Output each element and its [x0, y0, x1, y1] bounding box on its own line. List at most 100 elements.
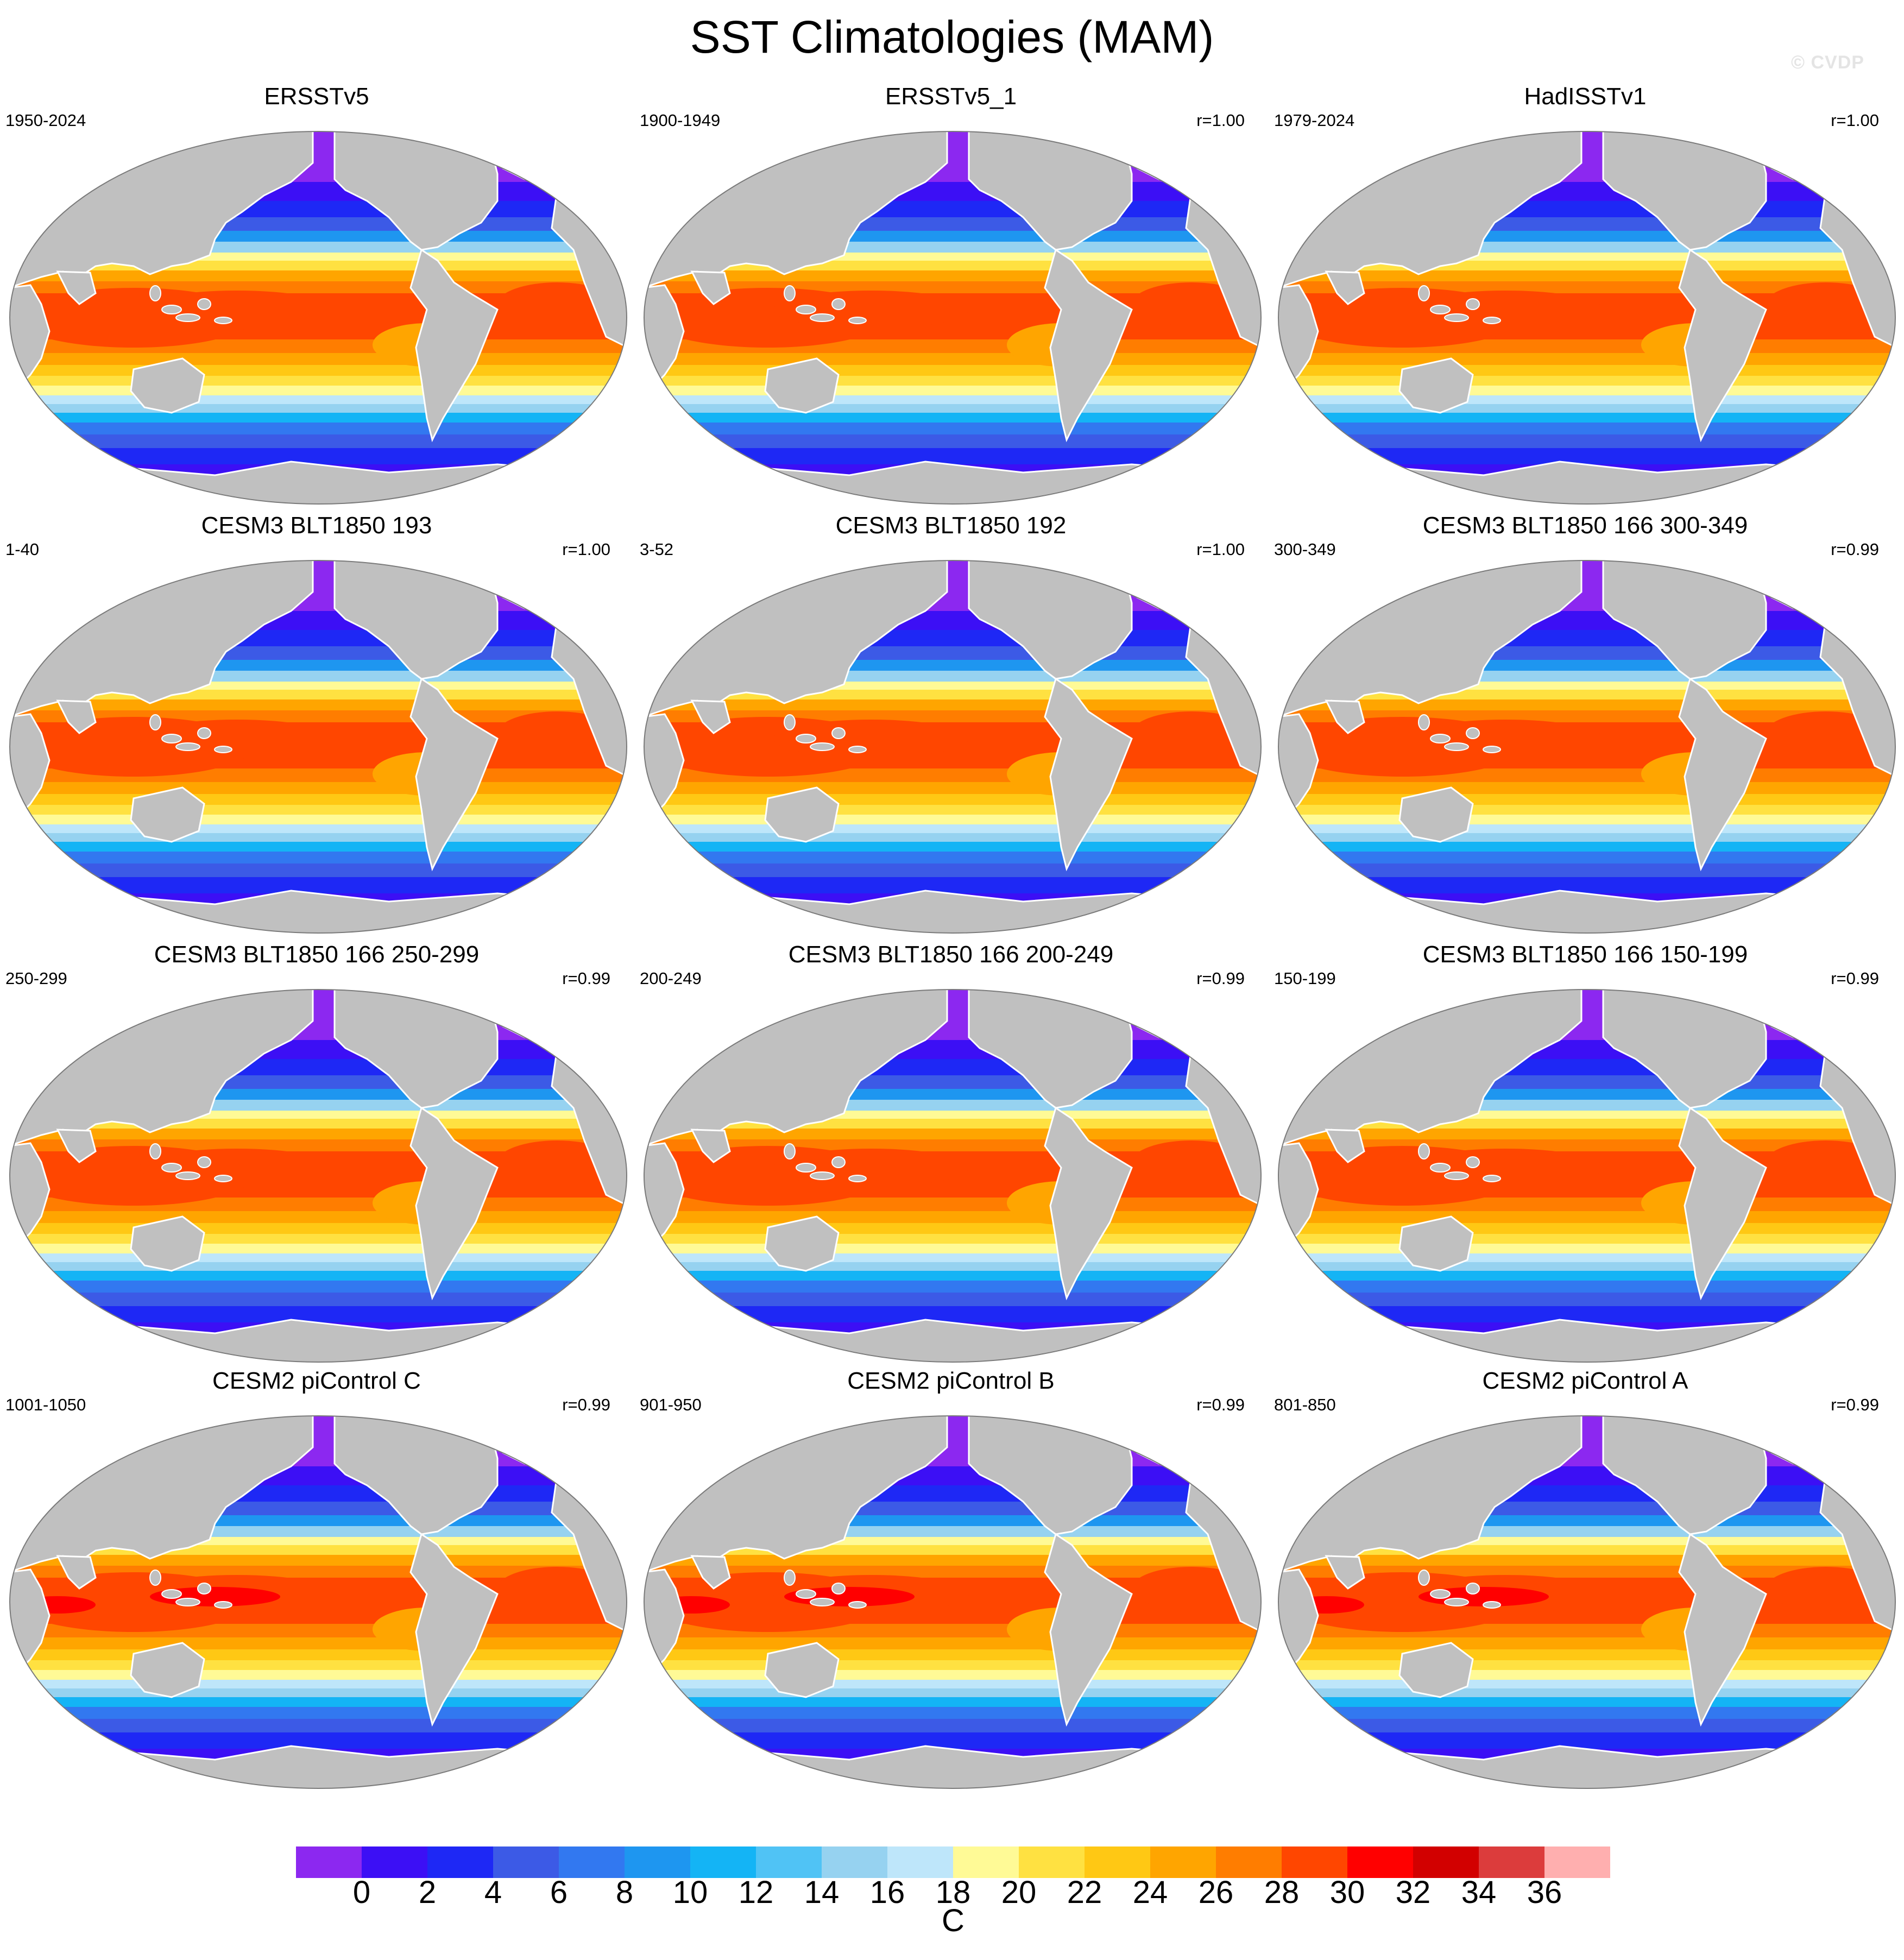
colorbar-swatch — [1216, 1846, 1282, 1878]
colorbar-swatch — [625, 1846, 691, 1878]
colorbar-tick-label: 20 — [1001, 1875, 1037, 1906]
sst-map — [1278, 1415, 1896, 1789]
panel-period: 250-299 — [5, 969, 67, 988]
sst-map — [9, 1415, 627, 1789]
panel-title: CESM2 piControl B — [847, 1367, 1055, 1394]
map-panel: CESM2 piControl B 901-950 r=0.99 — [639, 1367, 1263, 1800]
colorbar-swatch — [887, 1846, 954, 1878]
panel-title: CESM3 BLT1850 192 — [835, 512, 1067, 539]
figure-title: SST Climatologies (MAM) — [690, 11, 1214, 62]
map-panel: ERSSTv5 1950-2024 — [4, 83, 629, 516]
colorbar-tick-label: 18 — [936, 1875, 971, 1906]
colorbar-tick-label: 0 — [353, 1875, 370, 1906]
map-panel: CESM2 piControl A 801-850 r=0.99 — [1273, 1367, 1897, 1800]
panel-period: 901-950 — [640, 1395, 702, 1414]
panel-correlation: r=0.99 — [562, 969, 610, 988]
sst-map — [644, 560, 1262, 934]
panel-title: HadISSTv1 — [1524, 83, 1647, 110]
panel-correlation: r=1.00 — [1831, 111, 1879, 130]
colorbar-svg: 0 2 4 6 8 10 12 14 16 18 20 22 24 26 28 30 32 34 36 — [296, 1846, 1610, 1906]
colorbar-swatch — [1413, 1846, 1479, 1878]
colorbar-tick-label: 14 — [804, 1875, 840, 1906]
map-panel: CESM3 BLT1850 166 300-349 300-349 r=0.99 — [1273, 512, 1897, 945]
panel-period: 1-40 — [5, 540, 40, 559]
panel-correlation: r=1.00 — [1196, 540, 1245, 559]
panel-correlation: r=1.00 — [1196, 111, 1245, 130]
colorbar-tick-label: 22 — [1067, 1875, 1102, 1906]
sst-map — [1278, 560, 1896, 934]
colorbar-swatch — [1544, 1846, 1610, 1878]
colorbar: 0 2 4 6 8 10 12 14 16 18 20 22 24 26 28 30 32 34 36 C — [296, 1846, 1610, 1938]
sst-map — [1278, 989, 1896, 1363]
panel-period: 1950-2024 — [5, 111, 86, 130]
panel-period: 1900-1949 — [640, 111, 721, 130]
sst-map — [9, 131, 627, 505]
colorbar-swatch — [690, 1846, 756, 1878]
panel-title: ERSSTv5_1 — [885, 83, 1017, 110]
panel-period: 801-850 — [1274, 1395, 1336, 1414]
panel-title: CESM3 BLT1850 166 150-199 — [1422, 941, 1748, 968]
colorbar-swatch — [1019, 1846, 1085, 1878]
colorbar-swatch — [362, 1846, 428, 1878]
cvdp-watermark: © CVDP — [1791, 52, 1864, 73]
map-panel: CESM3 BLT1850 166 150-199 150-199 r=0.99 — [1273, 941, 1897, 1374]
colorbar-swatch — [822, 1846, 888, 1878]
colorbar-tick-label: 10 — [673, 1875, 708, 1906]
colorbar-swatch — [493, 1846, 559, 1878]
colorbar-tick-label: 6 — [550, 1875, 568, 1906]
colorbar-tick-label: 12 — [739, 1875, 774, 1906]
colorbar-tick-label: 24 — [1133, 1875, 1168, 1906]
colorbar-swatch — [1150, 1846, 1216, 1878]
map-panel: HadISSTv1 1979-2024 r=1.00 — [1273, 83, 1897, 516]
sst-map — [9, 560, 627, 934]
panel-correlation: r=0.99 — [1831, 1395, 1879, 1414]
sst-map — [1278, 131, 1896, 505]
colorbar-tick-label: 34 — [1461, 1875, 1497, 1906]
map-panel: CESM3 BLT1850 166 250-299 250-299 r=0.99 — [4, 941, 629, 1374]
colorbar-swatch — [756, 1846, 822, 1878]
panel-title: CESM2 piControl A — [1482, 1367, 1688, 1394]
colorbar-swatch — [559, 1846, 625, 1878]
colorbar-swatch — [296, 1846, 362, 1878]
map-panel: ERSSTv5_1 1900-1949 r=1.00 — [639, 83, 1263, 516]
panel-correlation: r=0.99 — [1196, 969, 1245, 988]
sst-map — [644, 1415, 1262, 1789]
colorbar-swatch — [953, 1846, 1019, 1878]
panel-title: ERSSTv5 — [264, 83, 369, 110]
panel-title: CESM3 BLT1850 166 200-249 — [788, 941, 1114, 968]
panel-period: 3-52 — [640, 540, 674, 559]
panel-correlation: r=0.99 — [1831, 969, 1879, 988]
map-panel: CESM3 BLT1850 193 1-40 r=1.00 — [4, 512, 629, 945]
colorbar-tick-label: 28 — [1264, 1875, 1300, 1906]
colorbar-unit-label: C — [942, 1903, 964, 1938]
colorbar-tick-label: 16 — [870, 1875, 905, 1906]
colorbar-tick-label: 30 — [1330, 1875, 1365, 1906]
panel-correlation: r=0.99 — [1196, 1395, 1245, 1414]
colorbar-tick-label: 32 — [1396, 1875, 1431, 1906]
panel-period: 200-249 — [640, 969, 702, 988]
colorbar-tick-label: 26 — [1199, 1875, 1234, 1906]
colorbar-swatch — [427, 1846, 494, 1878]
colorbar-swatch — [1347, 1846, 1414, 1878]
panel-period: 1979-2024 — [1274, 111, 1355, 130]
colorbar-swatch — [1085, 1846, 1151, 1878]
panel-title: CESM3 BLT1850 193 — [201, 512, 432, 539]
map-panel: CESM2 piControl C 1001-1050 r=0.99 — [4, 1367, 629, 1800]
panel-correlation: r=0.99 — [562, 1395, 610, 1414]
panel-period: 1001-1050 — [5, 1395, 86, 1414]
sst-map — [644, 989, 1262, 1363]
panel-title: CESM3 BLT1850 166 250-299 — [154, 941, 480, 968]
sst-map — [644, 131, 1262, 505]
map-panel: CESM3 BLT1850 166 200-249 200-249 r=0.99 — [639, 941, 1263, 1374]
panel-title: CESM3 BLT1850 166 300-349 — [1422, 512, 1748, 539]
sst-map — [9, 989, 627, 1363]
colorbar-swatch — [1479, 1846, 1545, 1878]
colorbar-tick-label: 8 — [616, 1875, 633, 1906]
colorbar-swatch — [1282, 1846, 1348, 1878]
panel-period: 150-199 — [1274, 969, 1336, 988]
colorbar-tick-label: 36 — [1527, 1875, 1562, 1906]
panel-period: 300-349 — [1274, 540, 1336, 559]
panel-correlation: r=1.00 — [562, 540, 610, 559]
panel-title: CESM2 piControl C — [212, 1367, 421, 1394]
map-panel: CESM3 BLT1850 192 3-52 r=1.00 — [639, 512, 1263, 945]
